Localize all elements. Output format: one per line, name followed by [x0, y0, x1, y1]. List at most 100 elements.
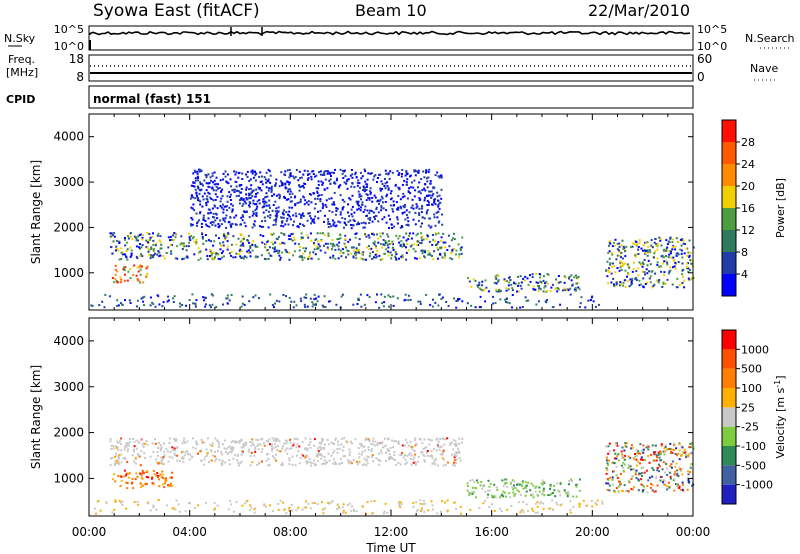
echo-cell	[526, 277, 529, 280]
echo-cell	[273, 250, 276, 253]
echo-cell	[337, 248, 340, 251]
echo-cell	[374, 444, 376, 447]
echo-cell	[339, 194, 342, 197]
echo-cell	[567, 483, 570, 486]
colorbar-segment	[722, 120, 736, 142]
echo-cell	[209, 176, 212, 179]
echo-cell	[316, 247, 319, 250]
echo-cell	[238, 439, 241, 442]
echo-cell	[158, 442, 160, 444]
echo-cell	[279, 450, 282, 453]
echo-cell	[279, 180, 282, 183]
echo-cell	[525, 503, 528, 506]
echo-cell	[432, 193, 435, 195]
echo-cell	[681, 269, 684, 272]
echo-cell	[339, 252, 342, 255]
echo-cell	[278, 185, 281, 188]
echo-cell	[537, 300, 540, 303]
echo-cell	[133, 501, 136, 504]
echo-cell	[419, 502, 422, 505]
echo-cell	[608, 244, 610, 247]
echo-cell	[307, 258, 310, 260]
echo-cell	[136, 257, 139, 260]
echo-cell	[139, 464, 142, 467]
echo-cell	[381, 232, 384, 235]
noise-sky-line	[89, 30, 691, 36]
echo-cell	[513, 480, 516, 483]
echo-cell	[91, 304, 94, 307]
echo-cell	[326, 172, 329, 175]
echo-cell	[114, 454, 117, 457]
echo-cell	[113, 508, 116, 511]
echo-cell	[235, 214, 238, 217]
echo-cell	[193, 253, 196, 256]
echo-cell	[287, 223, 290, 226]
echo-cell	[339, 213, 342, 216]
cpid-row: CPID normal (fast) 151	[6, 85, 694, 109]
echo-cell	[516, 483, 518, 486]
echo-cell	[268, 246, 271, 249]
echo-cell	[587, 299, 590, 302]
beam-label: Beam 10	[355, 1, 427, 20]
freq-panel: Freq. [MHz] 18 8 Nave 60 0	[6, 52, 778, 84]
echo-cell	[651, 475, 654, 478]
echo-cell	[675, 252, 678, 255]
echo-cell	[432, 238, 435, 241]
echo-cell	[626, 263, 629, 266]
echo-cell	[370, 442, 373, 445]
echo-cell	[365, 464, 368, 467]
echo-cell	[444, 241, 447, 244]
echo-cell	[316, 300, 319, 303]
echo-cell	[627, 273, 630, 276]
echo-cell	[224, 217, 227, 220]
echo-cell	[258, 199, 261, 202]
echo-cell	[469, 508, 472, 511]
echo-cell	[412, 505, 415, 508]
echo-cell	[408, 211, 411, 214]
echo-cell	[606, 462, 609, 465]
noise-panel-frame	[88, 25, 694, 51]
echo-cell	[216, 195, 219, 198]
echo-cell	[306, 455, 309, 458]
echo-cell	[353, 510, 356, 512]
echo-cell	[459, 249, 462, 252]
echo-cell	[570, 478, 573, 481]
echo-cell	[344, 238, 347, 241]
echo-cell	[688, 254, 691, 257]
echo-cell	[316, 245, 319, 248]
echo-cell	[559, 280, 562, 283]
echo-cell	[305, 506, 308, 509]
echo-cell	[386, 193, 388, 196]
echo-cell	[135, 274, 138, 277]
echo-cell	[195, 243, 197, 246]
echo-cell	[676, 286, 679, 289]
echo-cell	[619, 266, 622, 269]
echo-cell	[433, 216, 436, 219]
echo-cell	[412, 218, 415, 221]
echo-cell	[125, 256, 128, 259]
echo-cell	[368, 197, 371, 200]
echo-cell	[620, 252, 623, 254]
echo-cell	[346, 187, 349, 190]
echo-cell	[148, 232, 151, 235]
echo-cell	[364, 449, 367, 452]
echo-cell	[123, 266, 126, 269]
echo-cell	[142, 442, 145, 445]
echo-cell	[298, 184, 300, 187]
echo-cell	[210, 254, 213, 257]
echo-cell	[330, 197, 333, 200]
echo-cell	[659, 237, 662, 240]
echo-cell	[669, 237, 672, 240]
echo-cell	[484, 279, 487, 282]
echo-cell	[514, 486, 517, 489]
echo-cell	[401, 169, 404, 171]
echo-cell	[206, 225, 209, 227]
echo-cell	[199, 203, 202, 206]
echo-cell	[365, 199, 368, 202]
echo-cell	[271, 449, 273, 452]
echo-cell	[210, 449, 213, 452]
echo-cell	[262, 235, 265, 237]
echo-cell	[186, 453, 189, 456]
echo-cell	[199, 183, 202, 186]
echo-cell	[248, 241, 251, 244]
